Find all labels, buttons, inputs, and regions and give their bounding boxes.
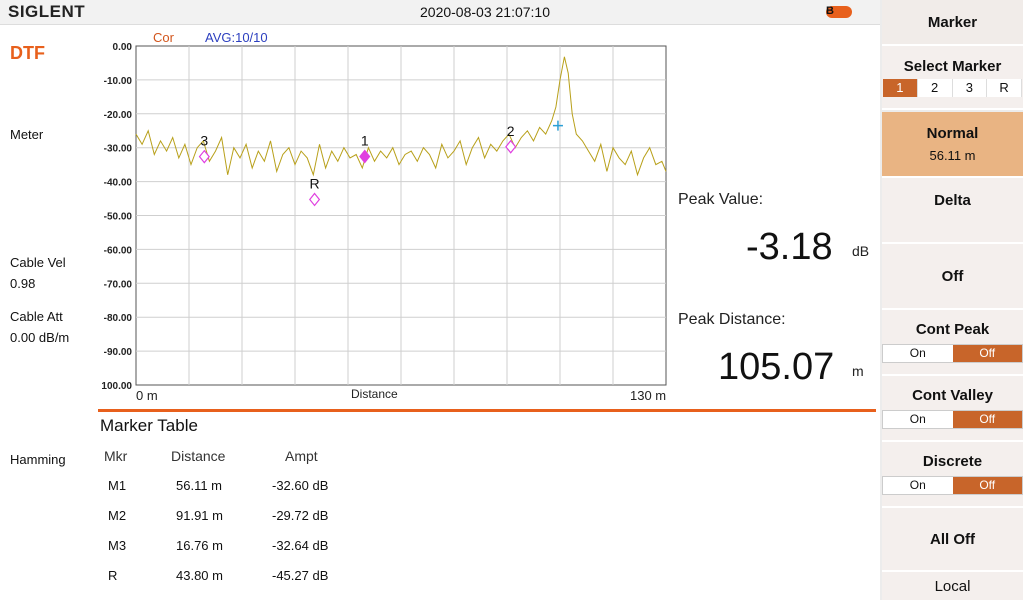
meter-label: Meter	[10, 127, 44, 142]
trace-line	[135, 56, 667, 177]
x-axis-label: Distance	[351, 387, 398, 401]
cont-valley-off[interactable]: Off	[952, 411, 1022, 428]
marker-3-label: 3	[200, 133, 208, 149]
marker-r-point[interactable]	[309, 192, 321, 207]
mode-label: DTF	[10, 43, 45, 63]
y-tick-label: -80.00	[104, 313, 133, 324]
window-label: Hamming	[10, 452, 66, 467]
y-axis-ticks: 0.00 -10.00 -20.00 -30.00 -40.00 -50.00 -60.00…	[101, 42, 132, 392]
marker-option-3[interactable]: 3	[952, 78, 988, 97]
select-marker-key[interactable]: Select Marker 1 2 3 R	[882, 46, 1023, 110]
menu-title: Marker	[882, 0, 1023, 46]
datetime: 2020-08-03 21:07:10	[420, 4, 550, 20]
col-header-distance: Distance	[171, 448, 226, 464]
cont-valley-on[interactable]: On	[883, 411, 953, 428]
y-tick-label: -40.00	[104, 178, 133, 189]
cont-peak-toggle[interactable]: On Off	[882, 344, 1023, 363]
col-header-mkr: Mkr	[104, 448, 128, 464]
marker-2-point[interactable]	[505, 139, 517, 154]
table-cell-mkr: M1	[108, 478, 127, 493]
cable-att-label: Cable Att	[10, 309, 63, 324]
peak-value: -3.18	[746, 226, 833, 268]
peak-marker-icon	[552, 120, 563, 131]
discrete-toggle[interactable]: On Off	[882, 476, 1023, 495]
marker-option-r[interactable]: R	[987, 78, 1022, 97]
marker-1-label: 1	[361, 133, 369, 149]
y-tick-label: -90.00	[104, 347, 133, 358]
table-cell-ampt: -45.27 dB	[272, 568, 329, 583]
cable-att-value: 0.00 dB/m	[10, 330, 70, 345]
table-cell-mkr: M2	[108, 508, 127, 523]
brand-logo: SIGLENT	[8, 2, 86, 21]
cont-peak-on[interactable]: On	[883, 345, 953, 362]
marker-selector[interactable]: 1 2 3 R	[883, 78, 1022, 97]
table-divider	[98, 409, 876, 412]
table-cell-distance: 56.11 m	[176, 478, 223, 493]
y-tick-label: 0.00	[113, 42, 133, 53]
local-key[interactable]: Local	[882, 572, 1023, 600]
x-start-label: 0 m	[136, 388, 158, 403]
peak-value-unit: dB	[852, 243, 870, 259]
table-cell-mkr: M3	[108, 538, 127, 553]
battery-icon	[826, 6, 852, 18]
y-tick-label: -10.00	[104, 76, 133, 87]
peak-distance-label: Peak Distance:	[678, 311, 786, 328]
discrete-on[interactable]: On	[883, 477, 953, 494]
cont-valley-toggle[interactable]: On Off	[882, 410, 1023, 429]
battery-label: B	[826, 5, 834, 17]
cable-vel-label: Cable Vel	[10, 255, 66, 270]
marker-1-point[interactable]	[359, 149, 371, 164]
peak-distance-unit: m	[852, 363, 864, 379]
table-cell-ampt: -32.64 dB	[272, 538, 329, 553]
table-cell-mkr: R	[108, 568, 118, 583]
marker-option-2[interactable]: 2	[917, 78, 953, 97]
y-tick-label: -30.00	[104, 144, 133, 155]
status-bar	[0, 0, 880, 25]
markers: 3 R 1 2	[198, 120, 563, 207]
y-tick-label: -70.00	[104, 279, 133, 290]
marker-2-label: 2	[507, 123, 515, 139]
discrete-key[interactable]: Discrete On Off	[882, 442, 1023, 508]
table-cell-distance: 91.91 m	[176, 508, 223, 523]
all-off-key[interactable]: All Off	[882, 508, 1023, 572]
marker-table-title: Marker Table	[100, 416, 198, 435]
marker-r-label: R	[310, 175, 320, 191]
y-tick-label: 100.00	[101, 381, 132, 392]
peak-value-label: Peak Value:	[678, 191, 764, 208]
correction-indicator: Cor	[153, 30, 174, 45]
col-header-ampt: Ampt	[285, 448, 318, 464]
delta-key[interactable]: Delta	[882, 178, 1023, 244]
cont-peak-off[interactable]: Off	[952, 345, 1022, 362]
table-cell-distance: 16.76 m	[176, 538, 223, 553]
y-tick-label: -60.00	[104, 245, 133, 256]
peak-distance: 105.07	[718, 346, 835, 388]
marker-option-1[interactable]: 1	[883, 78, 918, 97]
table-cell-ampt: -29.72 dB	[272, 508, 329, 523]
table-cell-distance: 43.80 m	[176, 568, 223, 583]
grid	[136, 46, 666, 385]
y-tick-label: -20.00	[104, 110, 133, 121]
discrete-off[interactable]: Off	[952, 477, 1022, 494]
table-cell-ampt: -32.60 dB	[272, 478, 329, 493]
cont-valley-key[interactable]: Cont Valley On Off	[882, 376, 1023, 442]
off-key[interactable]: Off	[882, 244, 1023, 310]
average-indicator: AVG:10/10	[205, 30, 268, 45]
y-tick-label: -50.00	[104, 212, 133, 223]
x-end-label: 130 m	[630, 388, 666, 403]
normal-value: 56.11 m	[929, 148, 976, 163]
normal-key[interactable]: Normal 56.11 m	[882, 112, 1023, 178]
dtf-chart: 0.00 -10.00 -20.00 -30.00 -40.00 -50.00 -60.00…	[101, 42, 667, 403]
marker-3-point[interactable]	[198, 149, 210, 164]
cont-peak-key[interactable]: Cont Peak On Off	[882, 310, 1023, 376]
cable-vel-value: 0.98	[10, 276, 36, 291]
